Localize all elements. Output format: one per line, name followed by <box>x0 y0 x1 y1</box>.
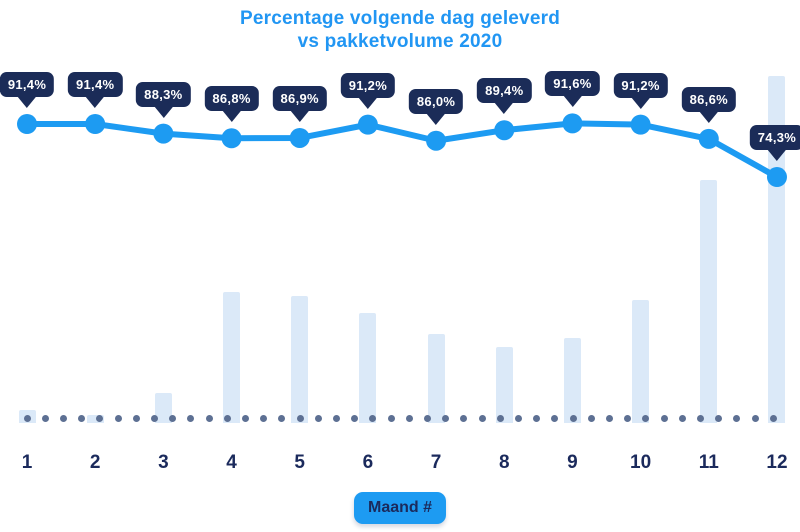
x-axis-title-badge: Maand # <box>353 492 447 524</box>
month-label: 5 <box>294 452 306 473</box>
data-point-marker <box>562 113 583 134</box>
axis-dot <box>442 414 450 422</box>
volume-bar <box>86 415 104 423</box>
axis-dot <box>78 414 86 422</box>
month-label: 11 <box>698 452 719 473</box>
volume-bar <box>427 334 445 423</box>
data-label-bubble: 91,2% <box>613 72 668 109</box>
data-point-marker <box>17 114 37 134</box>
axis-dot <box>41 414 49 422</box>
data-label-bubble: 91,4% <box>0 72 55 108</box>
axis-dot <box>169 414 177 422</box>
month-label: 3 <box>158 452 169 473</box>
axis-dot <box>387 414 395 422</box>
axis-dot <box>260 414 268 422</box>
axis-dot <box>715 414 723 422</box>
axis-dot <box>223 414 231 422</box>
month-label: 7 <box>430 452 442 473</box>
volume-bar <box>359 313 377 423</box>
data-point-marker <box>153 123 174 144</box>
month-label: 8 <box>498 452 510 473</box>
data-label-bubble: 91,6% <box>545 71 600 108</box>
axis-dot <box>569 414 577 422</box>
axis-dot <box>59 414 67 422</box>
data-label-bubble: 74,3% <box>749 125 800 161</box>
axis-dot <box>514 414 522 422</box>
data-point-marker <box>357 114 378 135</box>
chart-title: Percentage volgende dag geleverd vs pakk… <box>0 7 800 53</box>
axis-dot <box>624 414 632 422</box>
axis-dot <box>696 414 704 422</box>
data-point-marker <box>289 127 310 148</box>
data-point-marker <box>494 120 515 141</box>
chart-title-line1: Percentage volgende dag geleverd <box>239 8 560 29</box>
volume-bar <box>632 300 650 423</box>
axis-dot <box>533 414 541 422</box>
month-label: 9 <box>567 452 578 473</box>
axis-dot <box>23 414 31 422</box>
axis-dot <box>478 414 486 422</box>
axis-dot <box>351 414 359 422</box>
month-label: 12 <box>766 452 788 473</box>
axis-dot <box>278 414 286 422</box>
month-label: 6 <box>362 452 374 473</box>
data-label-bubble: 86,8% <box>204 86 259 123</box>
axis-dot <box>96 414 104 422</box>
axis-dot <box>187 414 195 422</box>
volume-bar <box>154 393 172 423</box>
volume-bar <box>223 292 241 423</box>
axis-dot <box>460 414 468 422</box>
axis-dot <box>769 414 777 422</box>
axis-dot <box>496 414 504 422</box>
data-point-marker <box>85 114 106 134</box>
percentage-line <box>24 120 780 181</box>
axis-dot <box>605 414 613 422</box>
data-label-bubble: 86,9% <box>272 85 327 122</box>
data-point-marker <box>630 114 651 135</box>
axis-dot <box>314 414 322 422</box>
axis-dot <box>332 414 340 422</box>
month-label: 1 <box>21 452 33 473</box>
month-label: 2 <box>89 452 101 473</box>
data-label-bubble: 86,0% <box>408 88 464 125</box>
volume-bar <box>291 296 309 423</box>
data-label-bubble: 88,3% <box>136 81 191 118</box>
data-label-bubble: 91,4% <box>67 72 123 108</box>
axis-dot <box>642 414 650 422</box>
data-label-bubble: 89,4% <box>477 78 532 115</box>
data-point-marker <box>221 128 242 149</box>
month-label: 10 <box>630 452 652 473</box>
axis-dot <box>205 414 213 422</box>
axis-dot <box>296 414 304 422</box>
data-label-bubble: 91,2% <box>340 72 396 109</box>
month-label: 4 <box>226 452 237 473</box>
volume-bar <box>700 180 718 423</box>
axis-dot <box>587 414 595 422</box>
volume-bar <box>495 347 513 423</box>
data-point-marker <box>698 128 719 149</box>
axis-dot <box>369 414 377 422</box>
axis-dot <box>551 414 559 422</box>
volume-bar <box>563 338 581 423</box>
axis-dot <box>423 414 431 422</box>
axis-dot <box>241 414 249 422</box>
axis-dot <box>660 414 668 422</box>
data-label-bubble: 86,6% <box>681 86 736 123</box>
axis-dot <box>751 414 759 422</box>
axis-dot <box>114 414 122 422</box>
axis-dot <box>405 414 413 422</box>
chart-title-line2: vs pakketvolume 2020 <box>297 31 503 52</box>
axis-dot <box>733 414 741 422</box>
data-point-marker <box>426 130 447 151</box>
axis-dot <box>678 414 686 422</box>
axis-dot <box>132 414 140 422</box>
axis-dot <box>150 414 158 422</box>
